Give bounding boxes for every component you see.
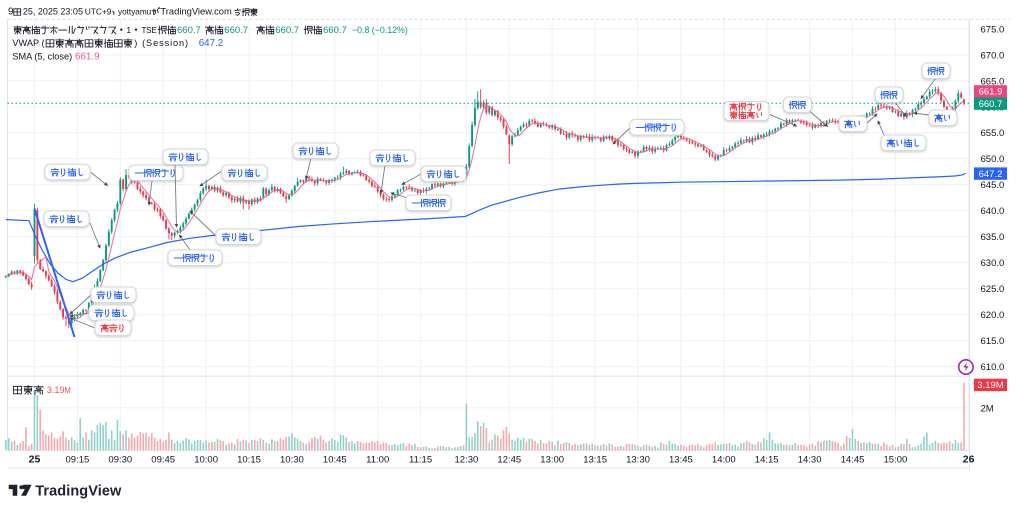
svg-text:9: 9: [8, 7, 13, 18]
svg-text:3.19M: 3.19M: [977, 380, 1003, 391]
svg-text:12:45: 12:45: [497, 455, 521, 466]
svg-text:645.0: 645.0: [981, 180, 1005, 191]
svg-text:09:45: 09:45: [151, 455, 175, 466]
svg-text:10:45: 10:45: [323, 455, 347, 466]
svg-text:675.0: 675.0: [981, 24, 1005, 35]
svg-text:14:30: 14:30: [798, 455, 822, 466]
svg-text:−0.8 (−0.12%): −0.8 (−0.12%): [352, 25, 408, 35]
svg-text:665.0: 665.0: [981, 76, 1005, 87]
svg-text:2M: 2M: [981, 403, 994, 414]
svg-text:09:30: 09:30: [108, 455, 132, 466]
svg-text:3.19: 3.19: [47, 385, 65, 395]
svg-text:25: 25: [29, 454, 41, 466]
svg-text:647.2: 647.2: [979, 169, 1003, 180]
svg-text:660.7: 660.7: [323, 25, 347, 36]
svg-text:yottyamu: yottyamu: [118, 8, 152, 17]
svg-text:13:45: 13:45: [669, 455, 693, 466]
svg-text:670.0: 670.0: [981, 50, 1005, 61]
svg-text:TradingView.com: TradingView.com: [160, 6, 232, 17]
svg-text:660.7: 660.7: [177, 25, 201, 36]
svg-text:SMA (5, close): SMA (5, close): [12, 51, 72, 61]
svg-text:13:15: 13:15: [583, 455, 607, 466]
svg-text:1: 1: [126, 25, 131, 35]
svg-text:TradingView: TradingView: [35, 484, 122, 500]
svg-text:(Session): (Session): [142, 38, 189, 48]
svg-text:15:00: 15:00: [884, 455, 908, 466]
svg-text:12:30: 12:30: [455, 455, 479, 466]
svg-text:647.2: 647.2: [199, 38, 224, 49]
svg-text:625.0: 625.0: [981, 284, 1005, 295]
svg-text:09:15: 09:15: [66, 455, 90, 466]
svg-text:11:00: 11:00: [366, 455, 389, 466]
svg-text:660.7: 660.7: [224, 25, 248, 36]
svg-text:10:15: 10:15: [237, 455, 261, 466]
svg-text:26: 26: [963, 454, 975, 466]
svg-text:650.0: 650.0: [981, 154, 1005, 165]
svg-text:610.0: 610.0: [981, 362, 1005, 373]
svg-text:640.0: 640.0: [981, 206, 1005, 217]
svg-text:655.0: 655.0: [981, 128, 1005, 139]
svg-text:M: M: [64, 386, 71, 395]
svg-text:25, 2025 23:05: 25, 2025 23:05: [23, 7, 83, 17]
svg-text:660.7: 660.7: [275, 25, 299, 36]
svg-text:): ): [134, 38, 137, 48]
svg-text:661.9: 661.9: [75, 51, 100, 62]
svg-text:615.0: 615.0: [981, 336, 1005, 347]
svg-text:13:30: 13:30: [626, 455, 650, 466]
svg-text:13:00: 13:00: [540, 455, 564, 466]
svg-text:10:30: 10:30: [280, 455, 304, 466]
svg-text:VWAP (: VWAP (: [12, 38, 44, 48]
svg-text:620.0: 620.0: [981, 310, 1005, 321]
svg-text:TSE: TSE: [142, 26, 157, 35]
svg-text:635.0: 635.0: [981, 232, 1005, 243]
svg-text:661.9: 661.9: [979, 87, 1003, 98]
svg-text:14:45: 14:45: [841, 455, 865, 466]
svg-text:10:00: 10:00: [194, 455, 218, 466]
svg-text:11:15: 11:15: [409, 455, 432, 466]
svg-text:660.7: 660.7: [979, 99, 1003, 110]
svg-text:14:00: 14:00: [712, 455, 736, 466]
svg-text:630.0: 630.0: [981, 258, 1005, 269]
svg-text:UTC+9: UTC+9: [85, 7, 112, 17]
svg-text:14:15: 14:15: [755, 455, 779, 466]
